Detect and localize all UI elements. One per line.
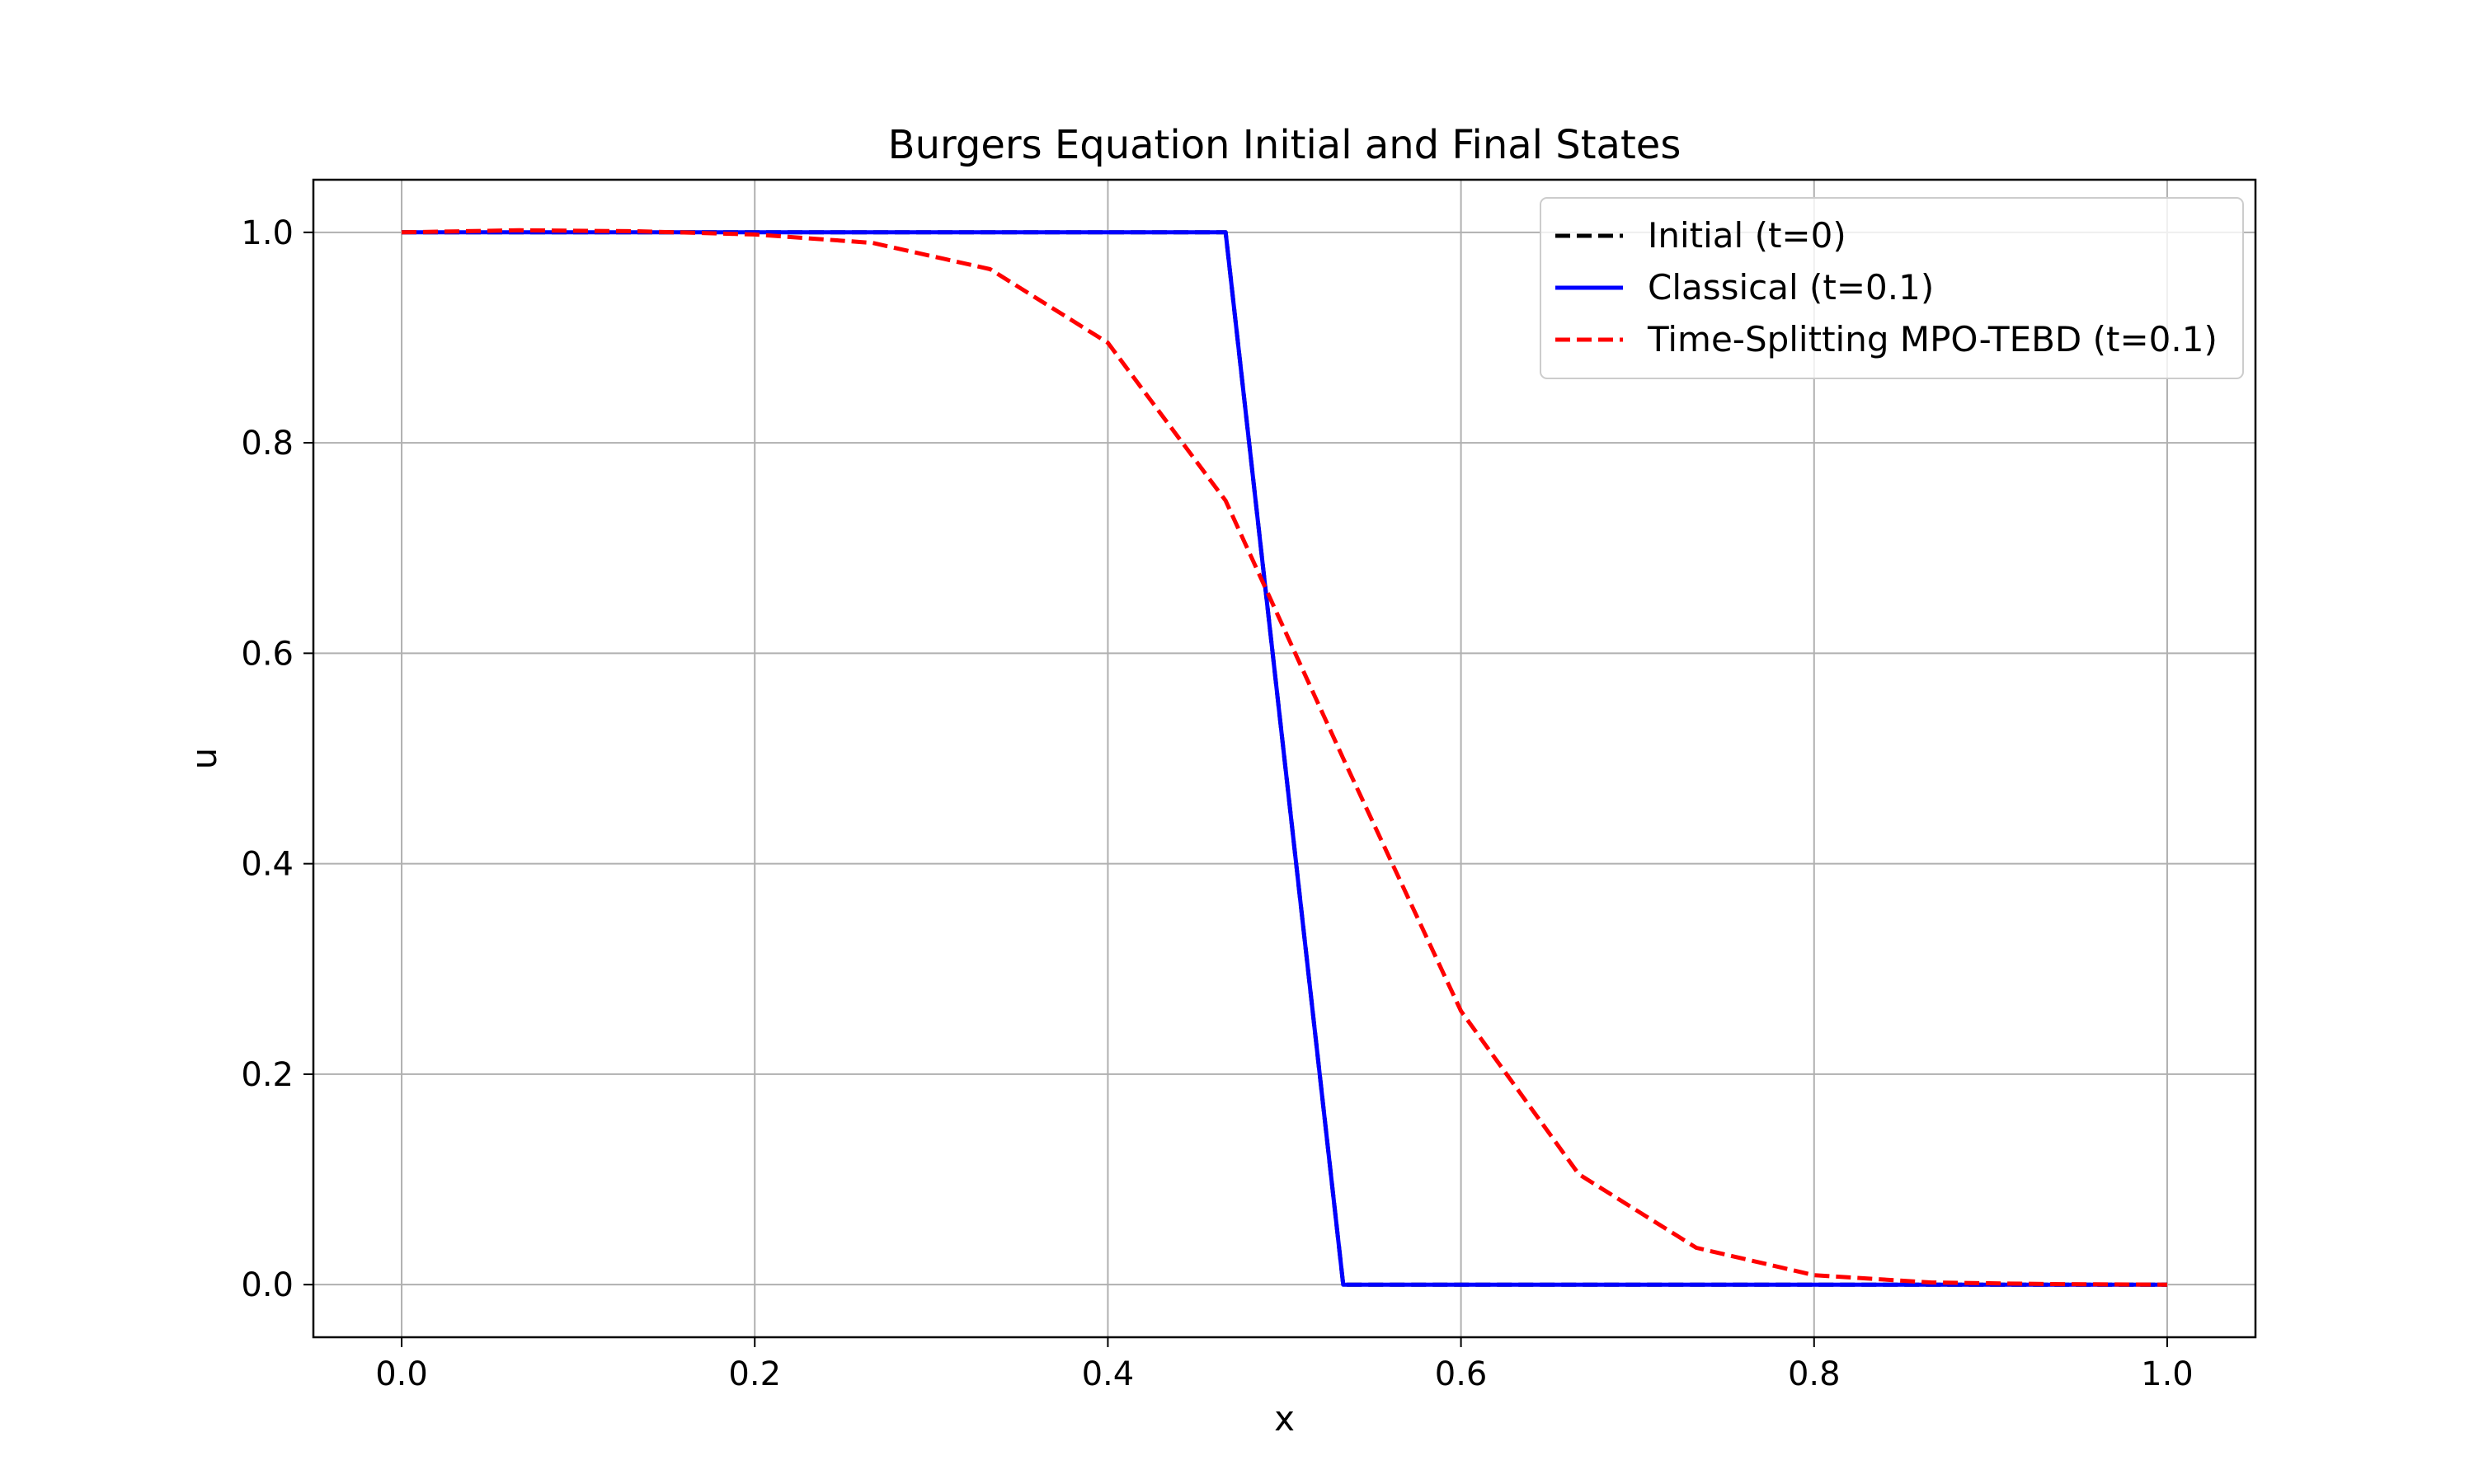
legend: Initial (t=0) Classical (t=0.1) Time-Split…: [1540, 197, 2244, 379]
x-axis-ticks: 0.0 0.2 0.4 0.6 0.8 1.0: [375, 1337, 2194, 1393]
legend-label: Classical (t=0.1): [1648, 267, 1934, 308]
x-tick-label: 0.8: [1788, 1355, 1841, 1393]
y-tick-label: 0.2: [241, 1056, 294, 1094]
x-axis-label: x: [1274, 1398, 1295, 1439]
y-tick-label: 0.0: [241, 1266, 294, 1304]
series-lines: [401, 228, 2168, 1287]
x-tick-label: 0.0: [375, 1355, 428, 1393]
x-tick-label: 1.0: [2141, 1355, 2194, 1393]
y-axis-label: u: [184, 748, 224, 770]
plot-frame: [312, 178, 2257, 1339]
series-line: [402, 230, 2167, 1287]
y-tick-label: 1.0: [241, 214, 294, 252]
y-tick-label: 0.6: [241, 635, 294, 673]
x-tick-label: 0.4: [1082, 1355, 1135, 1393]
x-tick-label: 0.2: [728, 1355, 781, 1393]
y-tick-label: 0.8: [241, 425, 294, 463]
legend-label: Initial (t=0): [1648, 215, 1846, 256]
legend-box: [1540, 197, 2244, 379]
y-axis-ticks: 0.0 0.2 0.4 0.6 0.8 1.0: [241, 214, 313, 1304]
chart-title: Burgers Equation Initial and Final State…: [888, 122, 1681, 168]
y-tick-label: 0.4: [241, 846, 294, 884]
legend-label: Time-Splitting MPO-TEBD (t=0.1): [1647, 319, 2218, 359]
x-tick-label: 0.6: [1435, 1355, 1488, 1393]
